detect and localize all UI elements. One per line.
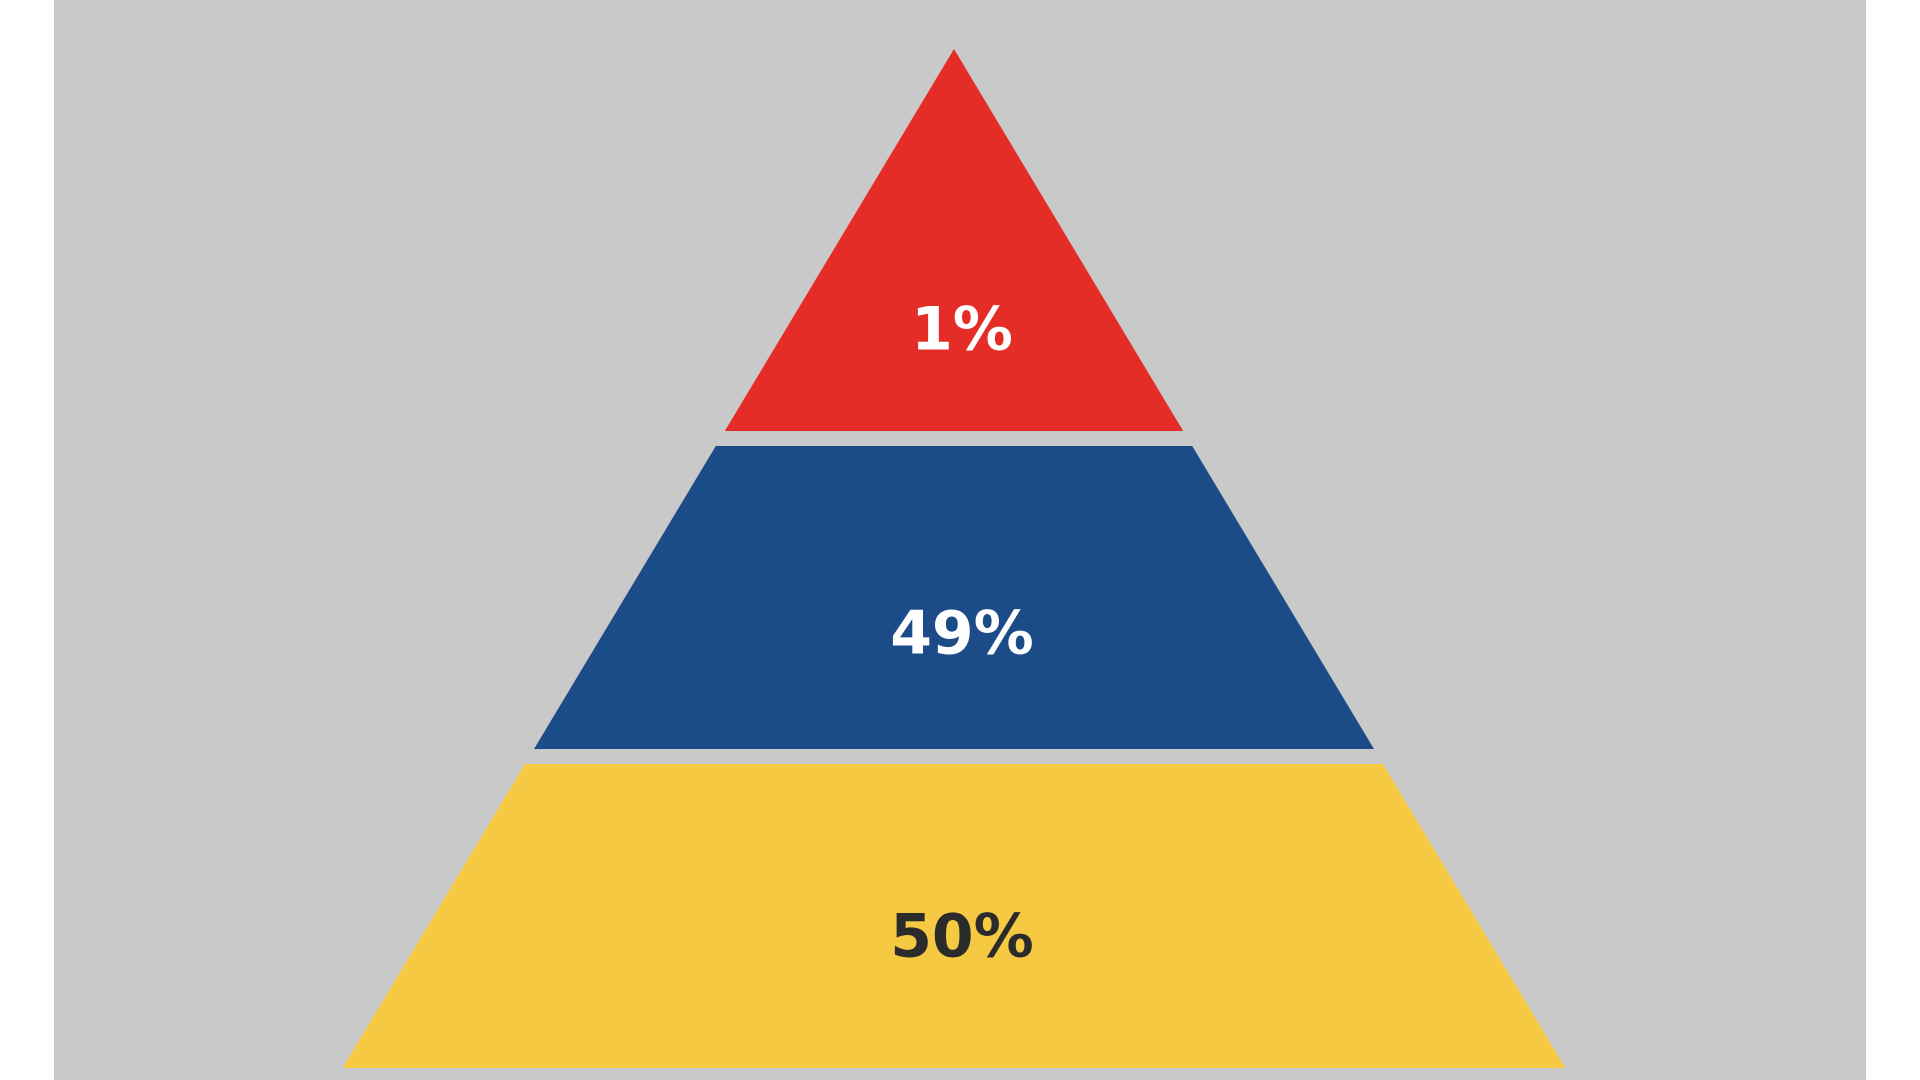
pyramid-level <box>342 764 1566 1068</box>
pyramid-level <box>724 49 1184 431</box>
value-label: 50% <box>890 902 1034 972</box>
value-label: 49% <box>890 599 1034 669</box>
pyramid-level <box>534 446 1374 749</box>
value-label: 1% <box>911 295 1013 365</box>
